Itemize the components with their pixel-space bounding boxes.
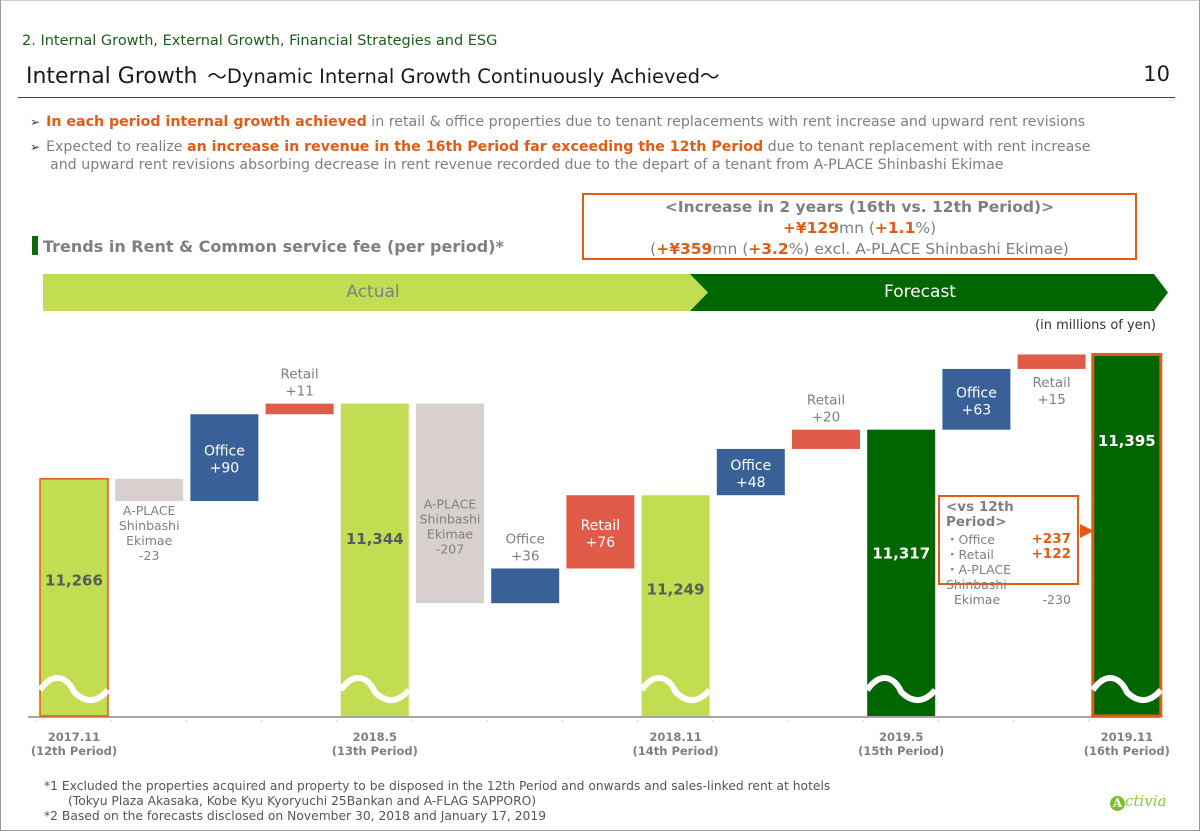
- section-title: 2. Internal Growth, External Growth, Fin…: [22, 33, 498, 49]
- increase-line-excl: (+¥359mn (+3.2%) excl. A-PLACE Shinbashi…: [650, 240, 1069, 258]
- title-divider: [18, 97, 1175, 98]
- vs-box-title: <vs 12th Period>: [946, 499, 1014, 530]
- step-label-retail: Retail +11: [281, 367, 319, 400]
- page-number: 10: [1143, 62, 1170, 86]
- x-tick-label: 2018.11 (14th Period): [633, 730, 719, 758]
- step-label-retail: Retail +20: [807, 393, 845, 426]
- vs-row-aplace: ・A-PLACE Shinbashi: [946, 562, 1012, 592]
- title-subtitle: ～Dynamic Internal Growth Continuously Ac…: [207, 65, 720, 88]
- x-tick-label: 2019.11 (16th Period): [1084, 730, 1170, 758]
- step-label-retail: Retail +15: [1033, 375, 1071, 408]
- bullet-1: ➢ In each period internal growth achieved…: [30, 113, 1085, 131]
- x-tick-label: 2017.11 (12th Period): [31, 730, 117, 758]
- bar-total-2019.11: [1091, 352, 1163, 718]
- title-main: Internal Growth: [26, 64, 198, 89]
- bar-total-2018.5: [340, 403, 409, 716]
- page-title: Internal Growth ～Dynamic Internal Growth …: [26, 60, 719, 89]
- bar-aplace-step: [416, 403, 484, 604]
- footnote-1: *1 Excluded the properties acquired and …: [44, 779, 831, 793]
- bar-retail-step: [792, 429, 860, 449]
- heading-marker: [32, 236, 38, 255]
- step-label-office: Office +63: [956, 385, 997, 418]
- increase-summary-box: <Increase in 2 years (16th vs. 12th Peri…: [582, 193, 1137, 260]
- bar-total-2019.5: [867, 429, 936, 716]
- axis-break-icon: [37, 675, 111, 703]
- actual-band: [43, 274, 715, 311]
- waterfall-chart: 11,266 2017.11 (12th Period) A-PLACE Shinbas…: [28, 352, 1170, 758]
- bar-value-label: 11,249: [647, 581, 705, 599]
- bar-office-step: [942, 368, 1011, 430]
- bar-retail-step: [1017, 354, 1086, 369]
- bar-office-step: [716, 448, 785, 496]
- bullet-2-highlight: an increase in revenue in the 16th Perio…: [187, 139, 764, 155]
- bullet-2: ➢ Expected to realize an increase in reve…: [30, 138, 1090, 174]
- x-tick-label: 2018.5 (13th Period): [332, 730, 418, 758]
- bullet-2-continuation: and upward rent revisions absorbing decr…: [50, 157, 1004, 173]
- step-label-office: Office +90: [204, 444, 245, 477]
- vs-row-office: ・Office +237: [946, 531, 1071, 548]
- vs-12th-period-box: <vs 12th Period> ・Office +237 ・Retail +122…: [938, 495, 1079, 607]
- bar-retail-step: [265, 403, 334, 415]
- logo-text: ctivia: [1125, 792, 1167, 810]
- forecast-band: [690, 274, 1168, 311]
- bullet-1-highlight: In each period internal growth achieved: [46, 114, 367, 130]
- bullet-2-pre: Expected to realize: [46, 139, 188, 155]
- logo-mark-icon: A: [1110, 796, 1125, 811]
- axis-break-icon: [639, 675, 712, 703]
- axis-break-icon: [864, 675, 938, 703]
- step-label-office: Office +48: [730, 458, 771, 491]
- bullet-arrow-icon: ➢: [30, 115, 41, 129]
- callout-arrow-icon: [1080, 524, 1094, 538]
- step-label-retail: Retail +76: [581, 518, 621, 551]
- chart-heading: Trends in Rent & Common service fee (per…: [32, 236, 504, 256]
- units-label: (in millions of yen): [1035, 318, 1156, 333]
- x-tick-label: 2019.5 (15th Period): [858, 730, 944, 758]
- frame-top-border: [0, 0, 1200, 1]
- vs-row-aplace-cont: Ekimae -230: [954, 592, 1071, 607]
- bullet-2-text: due to tenant replacement with rent incr…: [763, 139, 1091, 155]
- bar-retail-step: [566, 495, 635, 569]
- step-label-aplace: A-PLACE Shinbashi Ekimae -23: [119, 503, 180, 563]
- actual-band-label: Actual: [346, 282, 400, 302]
- increase-line-total: +¥129mn (+1.1%): [782, 219, 937, 237]
- bar-aplace-step: [115, 478, 184, 502]
- axis-break-icon: [338, 675, 412, 703]
- vs-row-retail: ・Retail +122: [946, 546, 1071, 563]
- footnote-2: *2 Based on the forecasts disclosed on N…: [44, 809, 547, 823]
- bar-value-label: 11,344: [346, 530, 404, 548]
- bullet-1-text: in retail & office properties due to ten…: [366, 114, 1086, 130]
- bullet-arrow-icon: ➢: [30, 140, 41, 154]
- increase-title: <Increase in 2 years (16th vs. 12th Peri…: [664, 198, 1055, 216]
- bar-value-label: 11,395: [1098, 432, 1156, 450]
- forecast-band-label: Forecast: [884, 282, 956, 302]
- step-label-aplace: A-PLACE Shinbashi Ekimae -207: [420, 497, 481, 557]
- bar-value-label: 11,317: [872, 545, 930, 563]
- footnote-1-cont: (Tokyu Plaza Akasaka, Kobe Kyu Kyoryuchi…: [68, 794, 537, 808]
- bar-office-step: [491, 568, 560, 604]
- step-label-office: Office +36: [505, 531, 544, 564]
- axis-break-icon: [1090, 675, 1164, 703]
- chart-title: Trends in Rent & Common service fee (per…: [43, 237, 504, 256]
- bar-value-label: 11,266: [45, 572, 103, 590]
- bar-office-step: [190, 414, 259, 502]
